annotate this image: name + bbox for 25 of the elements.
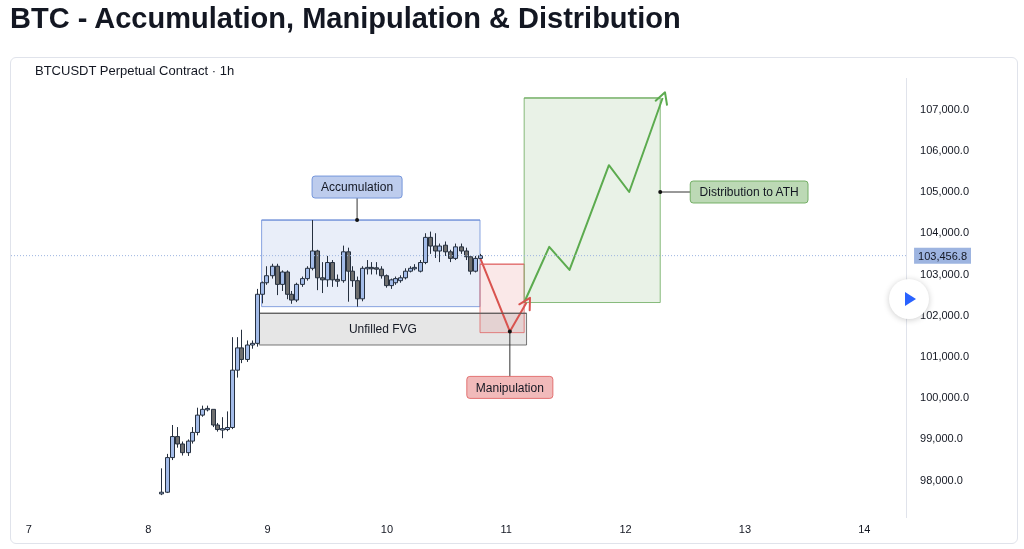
x-tick-label: 12 <box>619 523 632 536</box>
x-tick-label: 13 <box>738 523 752 536</box>
chart-subtitle: BTCUSDT Perpetual Contract · 1h <box>35 63 235 78</box>
y-tick-label: 104,000.0 <box>920 226 969 239</box>
y-tick-label: 107,000.0 <box>920 102 969 115</box>
x-tick-label: 11 <box>500 523 512 536</box>
y-tick-label: 101,000.0 <box>920 350 969 362</box>
annotation: Unfilled FVG <box>348 322 417 337</box>
y-tick-label: 106,000.0 <box>920 143 969 156</box>
chart-title: BTC - Accumulation, Manipulation & Distribution <box>10 2 681 35</box>
y-tick-label: 103,000.0 <box>920 267 969 280</box>
y-tick-label: 98,000.0 <box>920 473 963 486</box>
y-tick-label: 99,000.0 <box>920 432 963 445</box>
x-tick-label: 7 <box>25 523 32 536</box>
ref-line-label: 103,456.8 <box>918 249 967 262</box>
annotation: Manipulation <box>475 380 544 395</box>
y-tick-label: 102,000.0 <box>920 308 969 321</box>
x-tick-label: 10 <box>380 523 394 536</box>
y-tick-label: 105,000.0 <box>920 185 969 198</box>
y-tick-label: 100,000.0 <box>920 391 969 404</box>
annotation: Accumulation <box>321 180 394 195</box>
annotation: Distribution to ATH <box>699 185 799 200</box>
x-tick-label: 8 <box>145 523 152 536</box>
x-tick-label: 9 <box>264 523 271 536</box>
x-tick-label: 14 <box>858 523 871 536</box>
